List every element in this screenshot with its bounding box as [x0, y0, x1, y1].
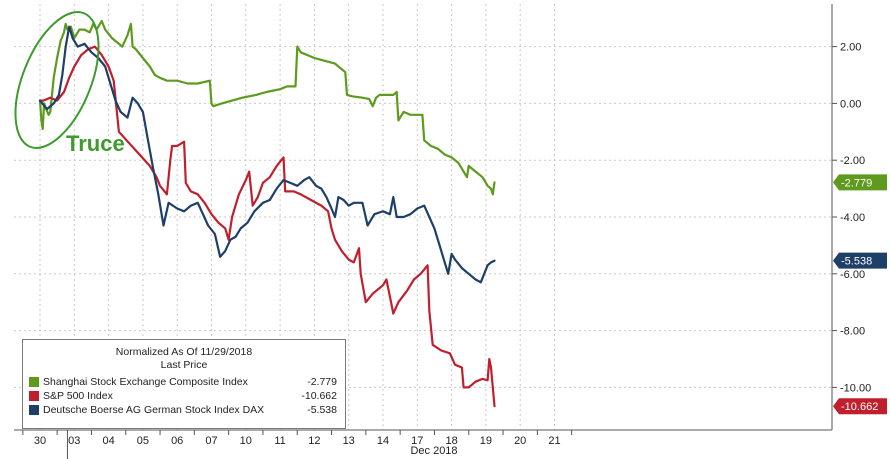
x-tick-label-7: 11: [274, 435, 285, 447]
legend-value-dax: -5.538: [307, 404, 337, 416]
y-tick-label-5: -8.00: [840, 326, 865, 338]
x-tick-label-0: 30: [34, 435, 46, 447]
last-price-tag-0: -2.779: [833, 174, 887, 191]
x-tick-label-2: 04: [102, 435, 114, 447]
last-price-labels: -2.779 -10.662 -5.538: [833, 174, 887, 415]
legend-label-dax: Deutsche Boerse AG German Stock Index DA…: [43, 404, 265, 416]
legend-header-last-price: Last Price: [160, 359, 208, 371]
legend-swatch-sp500: [29, 391, 39, 401]
truce-annotation: Truce: [66, 131, 125, 156]
series-line-1: [38, 45, 496, 408]
x-tick-label-4: 06: [171, 435, 183, 447]
x-tick-label-15: 21: [548, 435, 560, 447]
x-tick-label-3: 05: [137, 435, 149, 447]
last-price-tag-text-1: -10.662: [841, 401, 878, 413]
last-price-tag-text-2: -5.538: [841, 256, 872, 268]
legend-value-shanghai: -2.779: [307, 376, 337, 388]
legend-label-shanghai: Shanghai Stock Exchange Composite Index: [43, 376, 248, 388]
x-tick-label-13: 19: [480, 435, 492, 447]
x-tick-label-1: 03: [68, 435, 80, 447]
legend-header-normalized: Normalized As Of 11/29/2018: [115, 346, 253, 358]
legend-item-sp500: S&P 500 Index -10.662: [29, 390, 341, 403]
legend-item-dax: Deutsche Boerse AG German Stock Index DA…: [29, 404, 341, 417]
y-tick-label-1: 0.00: [840, 98, 861, 110]
last-price-tag-bg-0: [833, 174, 887, 191]
x-axis-ticks: 30 03 04 05 06 07 10 11 12 13 14 17 18 19 20 21: [14, 429, 832, 459]
last-price-tag-text-0: -2.779: [841, 177, 872, 189]
legend-value-sp500: -10.662: [301, 390, 337, 402]
legend: Normalized As Of 11/29/2018 Last Price S…: [22, 339, 346, 429]
last-price-tag-bg-1: [833, 398, 887, 415]
x-tick-label-5: 07: [205, 435, 217, 447]
x-tick-label-11: 17: [411, 435, 423, 447]
y-tick-label-0: 2.00: [840, 42, 861, 54]
x-tick-label-9: 13: [343, 435, 355, 447]
last-price-tag-1: -10.662: [833, 398, 887, 415]
series-line-0: [38, 19, 496, 196]
legend-swatch-shanghai: [29, 377, 39, 387]
series-lines: [38, 19, 496, 408]
x-tick-label-8: 12: [308, 435, 320, 447]
x-tick-label-10: 14: [377, 435, 389, 447]
legend-item-shanghai: Shanghai Stock Exchange Composite Index …: [29, 376, 341, 389]
y-tick-label-6: -10.00: [840, 382, 871, 394]
series-line-2: [38, 25, 496, 284]
y-axis: 2.00 0.00 -2.00 -4.00 -6.00 -8.00 -10.00: [831, 4, 871, 430]
legend-swatch-dax: [29, 405, 39, 415]
x-tick-label-14: 20: [514, 435, 526, 447]
x-tick-label-6: 10: [240, 435, 252, 447]
y-tick-label-2: -2.00: [840, 155, 865, 167]
x-tick-label-12: 18: [445, 435, 457, 447]
x-axis-title: Dec 2018: [410, 445, 457, 457]
legend-label-sp500: S&P 500 Index: [43, 390, 113, 402]
y-tick-label-4: -6.00: [840, 269, 865, 281]
last-price-tag-bg-2: [833, 252, 887, 269]
truce-ellipse: [14, 11, 100, 149]
last-price-tag-2: -5.538: [833, 252, 887, 269]
y-tick-label-3: -4.00: [840, 212, 865, 224]
